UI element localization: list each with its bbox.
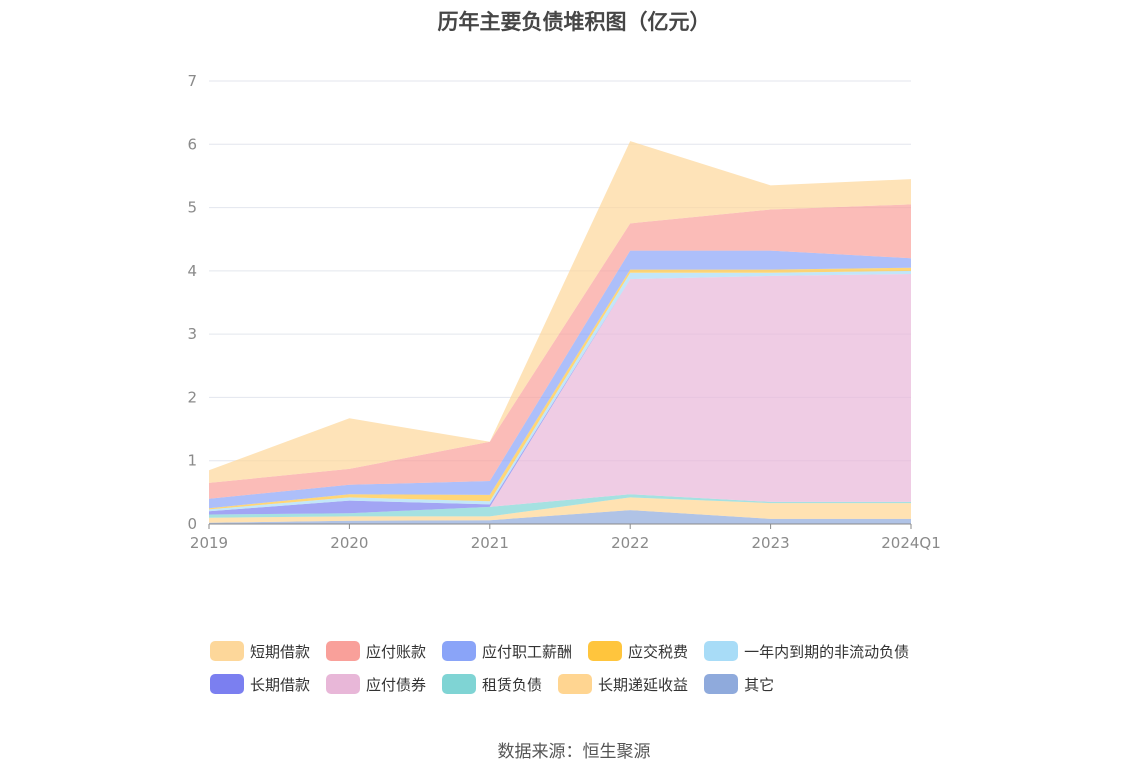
- area-series-其它: [209, 510, 911, 524]
- chart-title: 历年主要负债堆积图（亿元）: [437, 10, 711, 34]
- legend-swatch: [326, 641, 361, 661]
- x-tick-label: 2024Q1: [881, 534, 941, 552]
- legend-row: 长期借款 应付债券 租赁负债 长期递延收益 其它: [210, 673, 970, 695]
- legend-item[interactable]: 租赁负债: [442, 673, 542, 695]
- area-series: [209, 141, 911, 524]
- area-series-一年内到期的非流动负债: [209, 270, 911, 512]
- source-note: 数据来源：恒生聚源: [497, 742, 651, 762]
- legend-item[interactable]: 其它: [704, 673, 774, 695]
- x-tick-label: 2019: [190, 534, 228, 552]
- legend-label: 短期借款: [250, 642, 311, 661]
- legend-label: 长期递延收益: [598, 675, 689, 694]
- legend-label: 应付职工薪酬: [482, 642, 573, 661]
- legend-item[interactable]: 应付账款: [326, 640, 426, 662]
- legend-row: 短期借款 应付账款 应付职工薪酬 应交税费 一年内到期的非流动负债: [210, 640, 970, 662]
- y-axis-ticks: 0 1 2 3 4 5 6 7: [187, 72, 197, 533]
- legend-swatch: [704, 674, 739, 694]
- area-series-应付账款: [209, 204, 911, 499]
- x-axis: [208, 523, 912, 529]
- legend-item[interactable]: 应付职工薪酬: [442, 640, 572, 662]
- area-series-租赁负债: [209, 494, 911, 518]
- y-tick-label: 2: [187, 388, 197, 406]
- legend-item[interactable]: 短期借款: [210, 640, 310, 662]
- legend-label: 应交税费: [628, 642, 689, 661]
- legend-label: 其它: [744, 675, 775, 694]
- legend-swatch: [210, 674, 244, 694]
- legend-label: 一年内到期的非流动负债: [744, 642, 910, 661]
- area-series-应付职工薪酬: [209, 250, 911, 509]
- y-tick-label: 5: [187, 199, 197, 217]
- legend-label: 租赁负债: [482, 675, 543, 694]
- x-tick-label: 2021: [471, 534, 509, 552]
- y-tick-label: 1: [187, 452, 197, 470]
- legend-swatch: [588, 641, 623, 661]
- y-tick-label: 3: [187, 325, 197, 343]
- legend-swatch: [442, 674, 477, 694]
- legend-swatch: [326, 674, 361, 694]
- legend-swatch: [558, 674, 593, 694]
- legend-swatch: [210, 641, 244, 661]
- y-tick-label: 0: [187, 515, 197, 533]
- area-series-短期借款: [209, 141, 911, 483]
- y-tick-label: 6: [187, 135, 197, 153]
- area-series-长期递延收益: [209, 497, 911, 523]
- x-tick-label: 2020: [330, 534, 368, 552]
- legend-item[interactable]: 应付债券: [326, 673, 426, 695]
- legend-label: 应付债券: [366, 675, 427, 694]
- legend-item[interactable]: 一年内到期的非流动负债: [704, 640, 909, 662]
- legend-swatch: [704, 641, 739, 661]
- x-tick-label: 2022: [611, 534, 649, 552]
- legend-item[interactable]: 应交税费: [588, 640, 688, 662]
- y-tick-label: 7: [187, 72, 197, 90]
- legend-item[interactable]: 长期递延收益: [558, 673, 688, 695]
- x-axis-ticks: 2019 2020 2021 2022 2023 2024Q1: [190, 534, 941, 552]
- x-tick-label: 2023: [752, 534, 790, 552]
- legend-item[interactable]: 长期借款: [210, 673, 310, 695]
- legend-label: 长期借款: [250, 675, 311, 694]
- legend: 短期借款 应付账款 应付职工薪酬 应交税费 一年内到期的非流动负债 长期借款 应付债券 租赁…: [210, 640, 970, 706]
- y-tick-label: 4: [187, 262, 197, 280]
- legend-label: 应付账款: [366, 642, 427, 661]
- area-series-应付债券: [209, 274, 911, 515]
- legend-swatch: [442, 641, 477, 661]
